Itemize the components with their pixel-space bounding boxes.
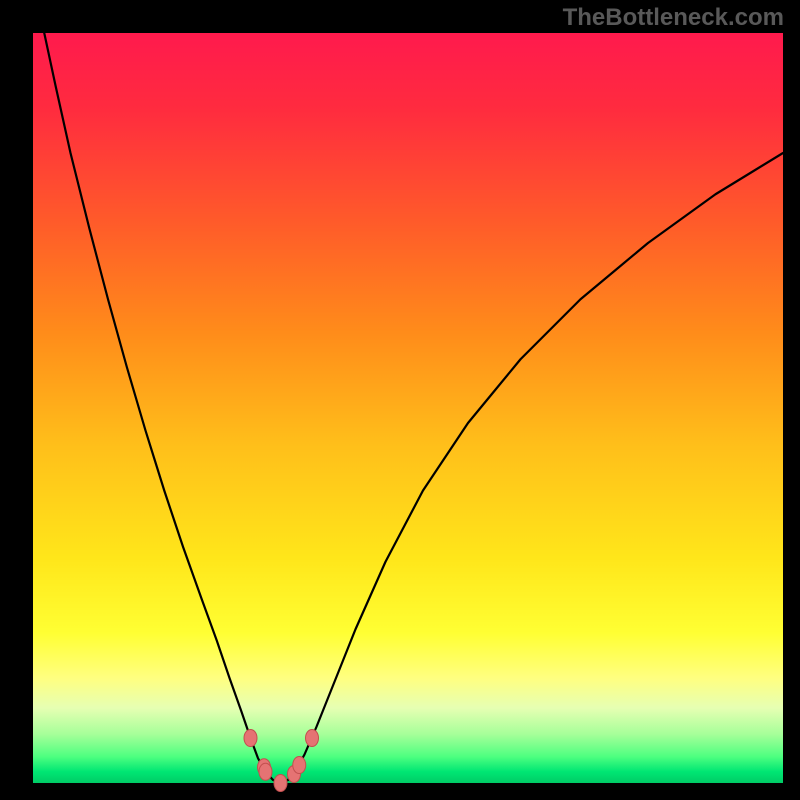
- plot-svg: [0, 0, 800, 800]
- watermark-text: TheBottleneck.com: [563, 4, 784, 32]
- curve-marker: [274, 775, 287, 792]
- bottleneck-curve: [44, 33, 783, 783]
- curve-marker: [244, 730, 257, 747]
- curve-marker: [259, 763, 272, 780]
- curve-marker: [293, 757, 306, 774]
- chart-stage: TheBottleneck.com: [0, 0, 800, 800]
- curve-marker: [306, 730, 319, 747]
- curve-markers: [244, 730, 319, 792]
